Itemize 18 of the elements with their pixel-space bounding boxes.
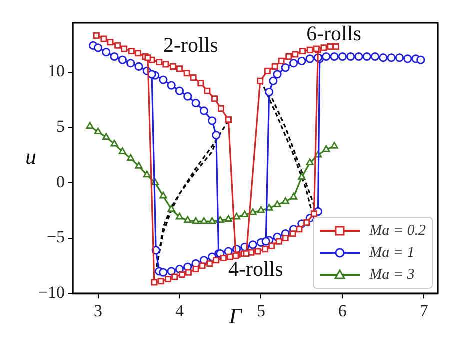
- y-tick-label: −5: [46, 228, 65, 247]
- x-tick-label: 5: [256, 301, 266, 320]
- y-tick-label: −10: [38, 283, 65, 302]
- x-tick-label: 4: [175, 301, 184, 320]
- y-axis-title: u: [26, 144, 36, 170]
- legend-label: Ma = 0.2: [370, 222, 426, 240]
- x-axis-title: Γ: [228, 303, 244, 328]
- annotation: 2-rolls: [163, 32, 218, 57]
- x-tick-label: 3: [94, 301, 103, 320]
- y-tick-label: 0: [56, 172, 65, 192]
- x-tick-label: 6: [338, 301, 347, 320]
- annotation: 6-rolls: [306, 22, 362, 46]
- y-tick-label: 5: [56, 117, 65, 136]
- legend-label: Ma = 1: [370, 244, 415, 262]
- legend-label: Ma = 3: [370, 266, 415, 284]
- y-tick-label: 10: [48, 62, 65, 81]
- x-tick-label: 7: [420, 301, 429, 320]
- annotation: 4-rolls: [228, 257, 284, 282]
